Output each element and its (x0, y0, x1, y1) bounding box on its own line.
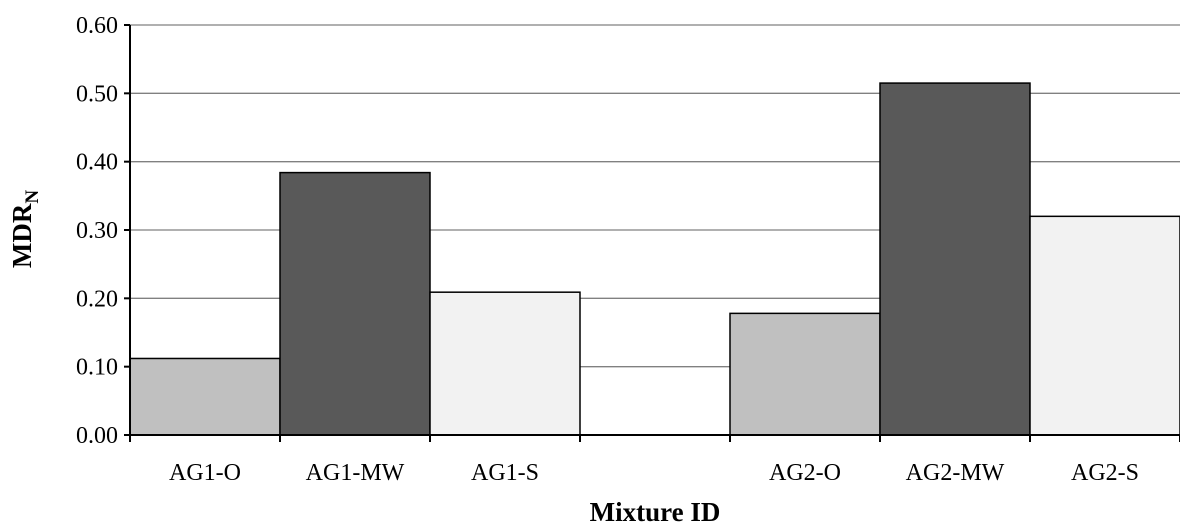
bar (429, 291, 581, 436)
y-axis-title-subscript: N (22, 190, 43, 204)
bar (729, 312, 881, 436)
bar (279, 171, 431, 436)
bar (1029, 215, 1180, 436)
x-ticks: AG1-O AG1-MW AG1-S AG2-O AG2-MW AG2-S (129, 435, 1180, 486)
x-axis-title: Mixture ID (590, 497, 721, 527)
x-tick-label: AG1-O (169, 460, 241, 486)
y-tick-label: 0.50 (76, 81, 118, 107)
x-tick-label: AG2-S (1071, 460, 1139, 486)
x-tick-label: AG1-S (471, 460, 539, 486)
y-tick-label: 0.20 (76, 286, 118, 312)
x-tick-label: AG2-MW (906, 460, 1005, 486)
bars (129, 82, 1180, 436)
y-tick-label: 0.00 (76, 423, 118, 449)
bar (879, 82, 1031, 436)
y-axis-title: MDRN (7, 190, 43, 268)
y-tick-label: 0.40 (76, 150, 118, 176)
x-tick-label: AG1-MW (306, 460, 405, 486)
bar (129, 357, 281, 436)
y-tick-label: 0.60 (76, 13, 118, 39)
y-tick-label: 0.10 (76, 355, 118, 381)
y-ticks: 0.00 0.10 0.20 0.30 0.40 0.50 0.60 (76, 13, 130, 449)
y-tick-label: 0.30 (76, 218, 118, 244)
y-axis-title-main: MDR (7, 203, 37, 268)
x-tick-label: AG2-O (769, 460, 841, 486)
